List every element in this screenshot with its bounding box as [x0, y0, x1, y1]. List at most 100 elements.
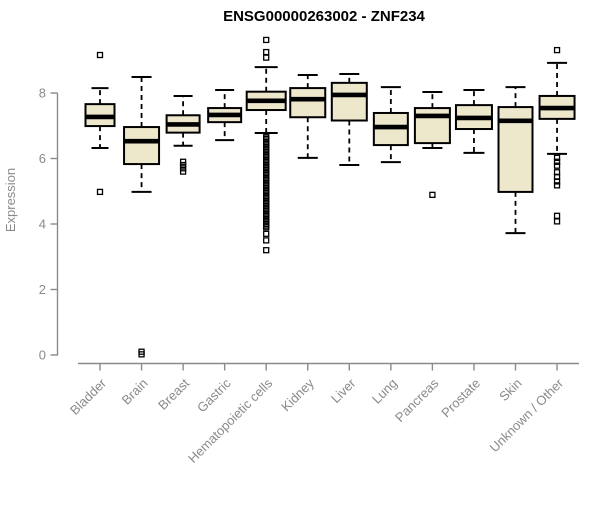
boxplot-bladder — [84, 51, 116, 196]
outlier-point — [553, 178, 561, 185]
outlier-point — [263, 191, 270, 198]
outlier-point — [263, 206, 270, 213]
outlier-point — [263, 196, 270, 203]
outlier-point — [553, 182, 561, 189]
outlier-point — [263, 212, 270, 219]
outlier-point — [553, 46, 561, 54]
outlier-point — [263, 143, 270, 151]
outlier-point — [263, 222, 270, 229]
outlier-point — [263, 186, 270, 193]
outlier-point — [263, 156, 270, 164]
boxplot-unknown-other — [538, 46, 576, 225]
outlier-point — [263, 220, 270, 228]
outlier-point — [263, 138, 270, 146]
outlier-point — [263, 224, 270, 231]
outlier-point — [263, 166, 270, 174]
boxplot-prostate — [454, 89, 493, 154]
outlier-point — [263, 201, 270, 208]
x-category-label: Pancreas — [392, 375, 442, 425]
outlier-point — [263, 202, 270, 210]
x-category-label: Kidney — [278, 375, 317, 414]
outlier-point — [263, 171, 270, 179]
outlier-point — [263, 211, 270, 218]
outlier-point — [553, 158, 561, 165]
outlier-point — [179, 165, 187, 172]
outlier-point — [263, 165, 270, 172]
x-category-label: Unknown / Other — [487, 375, 567, 455]
iqr-box — [330, 81, 368, 122]
iqr-box — [289, 87, 327, 119]
outlier-point — [553, 154, 561, 161]
outlier-point — [263, 209, 270, 216]
outlier-point — [179, 161, 187, 169]
x-category-label: Prostate — [438, 376, 483, 421]
outlier-point — [263, 204, 270, 211]
outlier-point — [263, 178, 270, 185]
iqr-box — [123, 126, 161, 166]
outlier-point — [263, 145, 270, 152]
x-category-label: Skin — [496, 376, 524, 404]
boxplots — [84, 36, 576, 358]
outlier-point — [263, 170, 270, 177]
x-category-label: Bladder — [67, 375, 110, 418]
iqr-box — [413, 107, 451, 145]
boxplot-skin — [497, 86, 534, 235]
outlier-point — [138, 351, 145, 358]
outlier-point — [263, 189, 270, 197]
y-axis-label: Expression — [3, 168, 18, 232]
outlier-point — [553, 212, 561, 219]
outlier-point — [263, 181, 270, 188]
outlier-point — [263, 137, 270, 144]
outlier-point — [263, 161, 270, 169]
outlier-point — [553, 162, 561, 169]
x-category-label: Breast — [155, 375, 192, 412]
outlier-point — [263, 155, 270, 162]
outlier-point — [263, 148, 270, 156]
outlier-point — [263, 134, 270, 141]
boxplot-gastric — [207, 89, 243, 142]
boxplot-lung — [372, 86, 409, 164]
outlier-point — [553, 218, 561, 225]
outlier-point — [263, 179, 270, 187]
outlier-point — [429, 191, 436, 199]
outlier-point — [263, 150, 270, 157]
outlier-point — [263, 168, 270, 175]
chart-title: ENSG00000263002 - ZNF234 — [223, 8, 425, 25]
outlier-point — [263, 214, 270, 221]
y-tick-label: 0 — [39, 348, 46, 363]
outlier-point — [263, 54, 270, 61]
outlier-point — [263, 217, 270, 224]
outlier-point — [263, 152, 270, 159]
outlier-point — [96, 51, 104, 59]
x-category-label: Liver — [328, 375, 359, 406]
x-category-label: Lung — [369, 376, 400, 407]
outlier-point — [263, 140, 270, 147]
outlier-point — [263, 183, 270, 190]
outlier-point — [263, 48, 270, 56]
outlier-point — [263, 173, 270, 180]
boxplot-pancreas — [413, 91, 451, 199]
outlier-point — [263, 184, 270, 192]
outlier-point — [263, 153, 270, 161]
outlier-point — [263, 207, 270, 215]
outlier-point — [179, 158, 187, 165]
boxplot-hematopoietic-cells — [245, 36, 287, 254]
outlier-point — [263, 247, 270, 254]
y-tick-label: 8 — [39, 86, 46, 101]
outlier-point — [263, 174, 270, 182]
boxplot-breast — [165, 94, 201, 175]
y-tick-label: 6 — [39, 151, 46, 166]
outlier-point — [263, 230, 270, 237]
outlier-point — [263, 147, 270, 154]
outlier-point — [263, 237, 270, 244]
outlier-point — [96, 188, 104, 196]
outlier-point — [263, 219, 270, 226]
y-tick-label: 4 — [39, 217, 46, 232]
x-category-label: Brain — [119, 376, 151, 408]
boxplot-liver — [330, 73, 368, 167]
outlier-point — [263, 193, 270, 200]
outlier-point — [263, 36, 270, 44]
outlier-point — [263, 158, 270, 165]
